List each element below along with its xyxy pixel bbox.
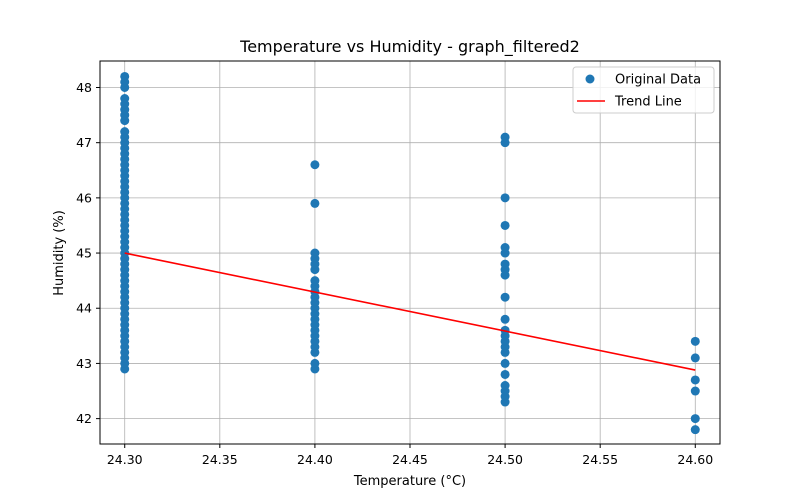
axes-frame: [99, 60, 721, 445]
data-point: [120, 94, 130, 104]
scatter-points: [120, 71, 700, 435]
x-tick-label: 24.40: [297, 452, 333, 467]
y-tick-label: 47: [76, 135, 92, 150]
y-tick-label: 42: [76, 411, 92, 426]
data-point: [310, 358, 320, 368]
data-point: [310, 198, 320, 208]
data-point: [500, 292, 510, 302]
x-tick-label: 24.45: [392, 452, 428, 467]
legend: Original Data Trend Line: [572, 66, 715, 114]
trend-line: [124, 252, 696, 371]
data-point: [120, 71, 130, 81]
y-tick-label: 48: [76, 80, 92, 95]
data-point: [500, 132, 510, 142]
legend-box: [572, 66, 715, 114]
x-tick-label: 24.35: [202, 452, 238, 467]
data-point: [690, 375, 700, 385]
data-point: [690, 414, 700, 424]
data-point: [690, 425, 700, 435]
x-tick-label: 24.55: [582, 452, 618, 467]
y-tick-label: 43: [76, 356, 92, 371]
y-axis-label: Humidity (%): [52, 210, 67, 296]
chart-title: Temperature vs Humidity - graph_filtered…: [239, 37, 580, 57]
data-point: [500, 358, 510, 368]
legend-marker-scatter: [585, 74, 595, 84]
data-point: [310, 160, 320, 170]
data-point: [690, 353, 700, 363]
data-point: [690, 336, 700, 346]
x-tick-label: 24.30: [107, 452, 143, 467]
x-tick-label: 24.50: [487, 452, 523, 467]
x-tick-label: 24.60: [677, 452, 713, 467]
ticks: 24.30 24.35 24.40 24.45 24.50 24.55 24.60 42 43 4…: [76, 80, 713, 467]
data-point: [310, 276, 320, 286]
legend-label: Original Data: [615, 73, 701, 88]
legend-label: Trend Line: [614, 95, 682, 110]
data-point: [310, 248, 320, 258]
data-point: [500, 369, 510, 379]
y-tick-label: 45: [76, 246, 92, 261]
y-tick-label: 44: [76, 301, 92, 316]
x-axis-label: Temperature (°C): [353, 474, 466, 489]
data-point: [500, 259, 510, 269]
y-tick-label: 46: [76, 190, 92, 205]
data-point: [500, 314, 510, 324]
data-point: [500, 381, 510, 391]
trend-line-group: [124, 252, 696, 371]
data-point: [120, 127, 130, 137]
data-point: [500, 243, 510, 253]
data-point: [690, 386, 700, 396]
data-point: [500, 220, 510, 230]
data-point: [500, 193, 510, 203]
